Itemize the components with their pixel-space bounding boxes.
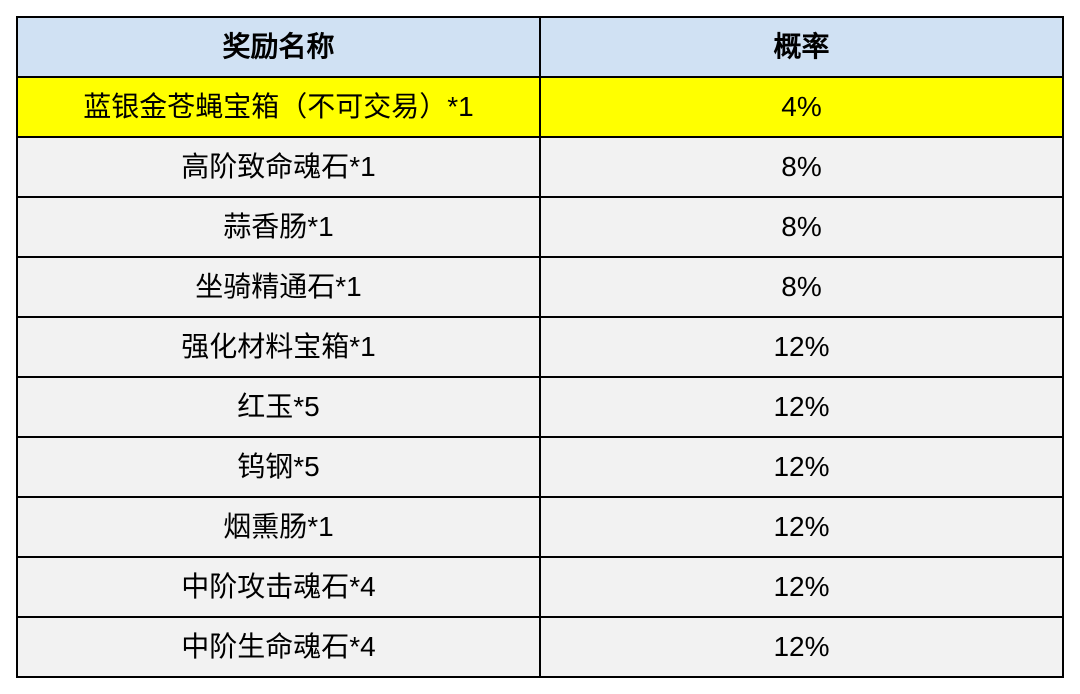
cell-reward-name: 中阶生命魂石*4	[17, 617, 540, 677]
column-header-name: 奖励名称	[17, 17, 540, 77]
cell-reward-name: 红玉*5	[17, 377, 540, 437]
cell-reward-name: 高阶致命魂石*1	[17, 137, 540, 197]
table-row: 中阶生命魂石*4 12%	[17, 617, 1063, 677]
table-row: 高阶致命魂石*1 8%	[17, 137, 1063, 197]
cell-reward-name: 蒜香肠*1	[17, 197, 540, 257]
cell-reward-name: 强化材料宝箱*1	[17, 317, 540, 377]
cell-reward-rate: 8%	[540, 197, 1063, 257]
cell-reward-rate: 8%	[540, 257, 1063, 317]
reward-probability-table: 奖励名称 概率 蓝银金苍蝇宝箱（不可交易）*1 4% 高阶致命魂石*1 8% 蒜…	[16, 16, 1064, 678]
cell-reward-rate: 8%	[540, 137, 1063, 197]
cell-reward-rate: 12%	[540, 497, 1063, 557]
cell-reward-rate: 12%	[540, 317, 1063, 377]
column-header-rate: 概率	[540, 17, 1063, 77]
table-row: 红玉*5 12%	[17, 377, 1063, 437]
table-body: 蓝银金苍蝇宝箱（不可交易）*1 4% 高阶致命魂石*1 8% 蒜香肠*1 8% …	[17, 77, 1063, 677]
table-row: 中阶攻击魂石*4 12%	[17, 557, 1063, 617]
table-row: 钨钢*5 12%	[17, 437, 1063, 497]
table-row: 烟熏肠*1 12%	[17, 497, 1063, 557]
cell-reward-rate: 12%	[540, 377, 1063, 437]
cell-reward-rate: 4%	[540, 77, 1063, 137]
cell-reward-rate: 12%	[540, 617, 1063, 677]
cell-reward-rate: 12%	[540, 557, 1063, 617]
table-row: 强化材料宝箱*1 12%	[17, 317, 1063, 377]
table-row: 坐骑精通石*1 8%	[17, 257, 1063, 317]
cell-reward-name: 中阶攻击魂石*4	[17, 557, 540, 617]
table-row: 蓝银金苍蝇宝箱（不可交易）*1 4%	[17, 77, 1063, 137]
cell-reward-name: 烟熏肠*1	[17, 497, 540, 557]
table-row: 蒜香肠*1 8%	[17, 197, 1063, 257]
cell-reward-name: 坐骑精通石*1	[17, 257, 540, 317]
cell-reward-name: 蓝银金苍蝇宝箱（不可交易）*1	[17, 77, 540, 137]
table-header-row: 奖励名称 概率	[17, 17, 1063, 77]
cell-reward-name: 钨钢*5	[17, 437, 540, 497]
cell-reward-rate: 12%	[540, 437, 1063, 497]
